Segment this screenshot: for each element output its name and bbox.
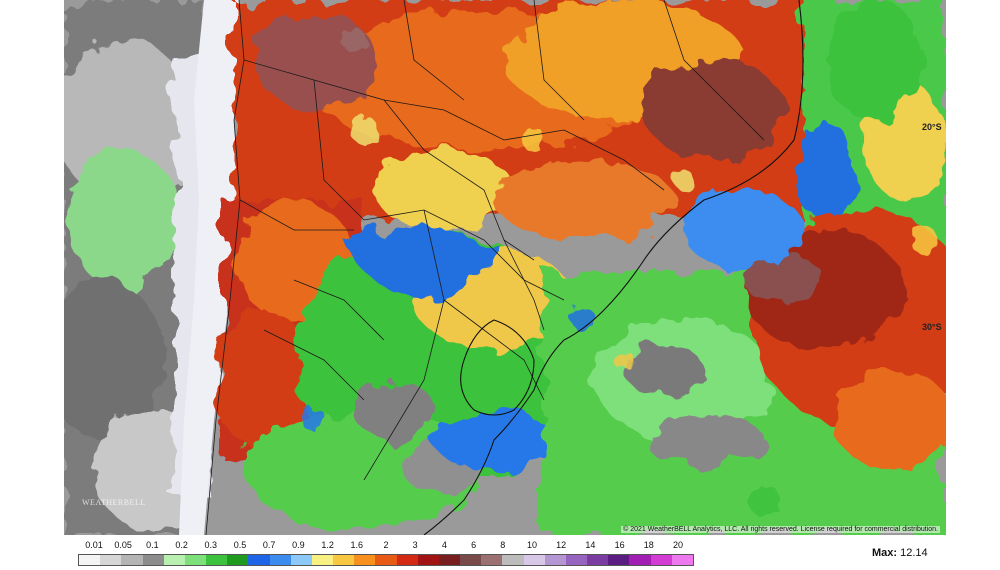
latitude-label-30s: 30°S bbox=[922, 322, 942, 332]
colorbar-swatch bbox=[544, 555, 566, 565]
colorbar-tick-label: 0.5 bbox=[233, 540, 247, 550]
colorbar-swatch bbox=[354, 555, 376, 565]
colorbar-swatch bbox=[502, 555, 524, 565]
max-value-readout: Max: 12.14 bbox=[872, 547, 928, 559]
colorbar-tick-label: 0.3 bbox=[204, 540, 218, 550]
colorbar-swatch bbox=[142, 555, 164, 565]
colorbar-swatch bbox=[650, 555, 672, 565]
colorbar-tick-label: 16 bbox=[614, 540, 625, 550]
colorbar-swatch bbox=[184, 555, 207, 565]
colorbar-tick-label: 0.9 bbox=[292, 540, 305, 550]
colorbar-swatch bbox=[523, 555, 545, 565]
colorbar-tick-label: 3 bbox=[412, 540, 418, 550]
colorbar-tick-label: 1.6 bbox=[350, 540, 364, 550]
atlantic-precip-field bbox=[544, 0, 946, 535]
colorbar-tick-label: 2 bbox=[383, 540, 389, 550]
colorbar-swatch bbox=[227, 555, 249, 565]
chile-dry-strip bbox=[179, 0, 244, 535]
max-label: Max: bbox=[872, 547, 898, 559]
colorbar-swatch bbox=[565, 555, 588, 565]
colorbar-tick-label: 12 bbox=[556, 540, 567, 550]
political-borders bbox=[205, 0, 765, 535]
colorbar-tick-label: 1.2 bbox=[321, 540, 334, 550]
colorbar-swatch bbox=[587, 555, 609, 565]
colorbar-swatch bbox=[290, 555, 312, 565]
colorbar-swatch bbox=[417, 555, 439, 565]
copyright-notice: © 2021 WeatherBELL Analytics, LLC. All r… bbox=[621, 526, 940, 533]
colorbar-tick-label: 18 bbox=[643, 540, 654, 550]
colorbar-swatch bbox=[269, 555, 291, 565]
map-canvas bbox=[64, 0, 946, 535]
coastline bbox=[423, 0, 804, 535]
colorbar-swatch bbox=[438, 555, 461, 565]
colorbar-swatch bbox=[79, 555, 101, 565]
colorbar-tick-label: 8 bbox=[500, 540, 506, 550]
colorbar-swatch bbox=[481, 555, 503, 565]
max-value: 12.14 bbox=[900, 547, 928, 559]
precipitation-map: 20°S 30°S WEATHERBELL © 2021 WeatherBELL… bbox=[64, 0, 946, 535]
weatherbell-logo: WEATHERBELL bbox=[82, 498, 146, 507]
colorbar-swatch bbox=[629, 555, 651, 565]
colorbar-tick-label: 20 bbox=[672, 540, 684, 550]
precipitation-colorbar: 0.01 0.05 0.1 0.2 0.3 0.5 0.7 0.9 1.2 1.6 2 3 4 6 8 10 1… bbox=[78, 540, 694, 568]
colorbar-tick-label: 4 bbox=[441, 540, 447, 550]
colorbar-swatch bbox=[375, 555, 397, 565]
colorbar-swatch bbox=[460, 555, 482, 565]
colorbar-swatch bbox=[163, 555, 185, 565]
land-precip-field bbox=[214, 0, 834, 460]
southern-precip-field bbox=[244, 227, 574, 530]
colorbar-tick-label: 0.05 bbox=[114, 540, 132, 550]
colorbar-tick-label: 0.1 bbox=[146, 540, 159, 550]
colorbar-swatch bbox=[671, 555, 693, 565]
colorbar-tick-label: 10 bbox=[526, 540, 538, 550]
colorbar-swatch bbox=[248, 555, 270, 565]
latitude-label-20s: 20°S bbox=[922, 122, 942, 132]
colorbar-tick-label: 0.01 bbox=[85, 540, 103, 550]
colorbar-tick-label: 0.7 bbox=[262, 540, 276, 550]
colorbar-swatch bbox=[396, 555, 418, 565]
colorbar-tick-label: 0.2 bbox=[175, 540, 188, 550]
colorbar-swatch bbox=[121, 555, 143, 565]
colorbar-swatch bbox=[206, 555, 228, 565]
colorbar-swatch bbox=[100, 555, 122, 565]
colorbar-swatch bbox=[311, 555, 334, 565]
colorbar-swatches bbox=[78, 554, 694, 566]
colorbar-tick-label: 14 bbox=[585, 540, 596, 550]
colorbar-swatch bbox=[333, 555, 355, 565]
colorbar-swatch bbox=[608, 555, 630, 565]
colorbar-tick-label: 6 bbox=[471, 540, 477, 550]
